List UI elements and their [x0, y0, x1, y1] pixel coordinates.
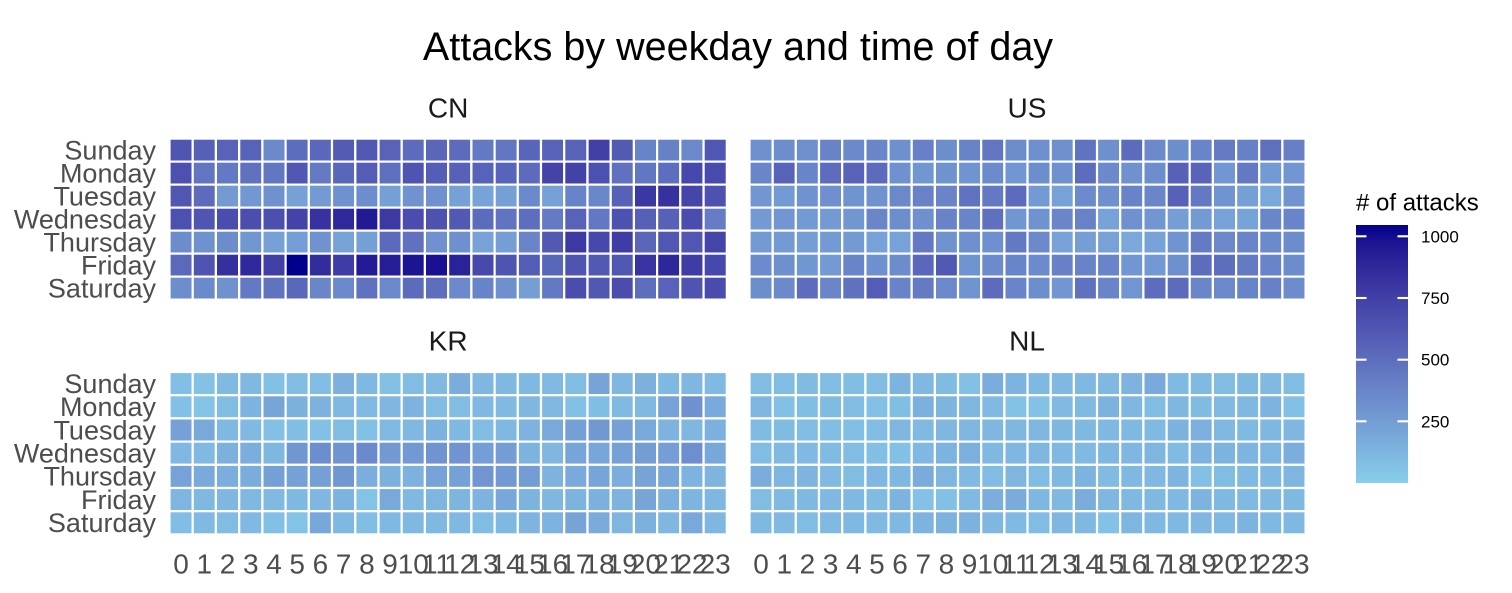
svg-text:11: 11 [422, 549, 451, 580]
svg-text:9: 9 [382, 549, 398, 580]
svg-text:17: 17 [560, 549, 591, 580]
svg-text:Friday: Friday [81, 485, 157, 515]
svg-text:12: 12 [1024, 549, 1055, 580]
svg-text:23: 23 [1278, 549, 1309, 580]
svg-text:KR: KR [429, 326, 468, 357]
svg-text:10: 10 [398, 549, 429, 580]
svg-text:Monday: Monday [60, 392, 157, 422]
svg-text:20: 20 [1209, 549, 1240, 580]
svg-text:10: 10 [977, 549, 1008, 580]
svg-text:9: 9 [962, 549, 978, 580]
svg-text:5: 5 [869, 549, 885, 580]
svg-text:22: 22 [1255, 549, 1286, 580]
svg-text:21: 21 [1232, 549, 1263, 580]
svg-text:2: 2 [800, 549, 816, 580]
svg-text:22: 22 [676, 549, 707, 580]
svg-text:0: 0 [173, 549, 189, 580]
svg-text:5: 5 [289, 549, 305, 580]
svg-text:19: 19 [607, 549, 638, 580]
svg-text:16: 16 [537, 549, 568, 580]
svg-text:23: 23 [700, 549, 731, 580]
svg-text:250: 250 [1421, 412, 1449, 431]
svg-text:750: 750 [1421, 289, 1449, 308]
svg-text:1000: 1000 [1421, 227, 1459, 246]
svg-text:Monday: Monday [60, 158, 157, 188]
svg-text:16: 16 [1116, 549, 1147, 580]
svg-text:4: 4 [846, 549, 862, 580]
svg-text:2: 2 [220, 549, 236, 580]
svg-text:3: 3 [243, 549, 259, 580]
svg-text:NL: NL [1009, 326, 1045, 357]
svg-text:500: 500 [1421, 351, 1449, 370]
svg-text:Wednesday: Wednesday [14, 439, 157, 469]
svg-text:Thursday: Thursday [43, 227, 156, 257]
svg-text:0: 0 [753, 549, 769, 580]
svg-text:Tuesday: Tuesday [53, 415, 156, 445]
svg-text:13: 13 [1047, 549, 1078, 580]
svg-text:Friday: Friday [81, 250, 157, 280]
svg-text:15: 15 [514, 549, 545, 580]
svg-text:21: 21 [653, 549, 684, 580]
svg-text:6: 6 [313, 549, 329, 580]
svg-text:8: 8 [939, 549, 955, 580]
svg-text:# of attacks: # of attacks [1356, 190, 1479, 217]
svg-text:Saturday: Saturday [48, 273, 157, 303]
svg-text:Attacks by weekday and time of: Attacks by weekday and time of day [423, 25, 1053, 69]
svg-text:Thursday: Thursday [43, 462, 156, 492]
svg-text:7: 7 [336, 549, 352, 580]
svg-text:12: 12 [444, 549, 475, 580]
svg-text:Sunday: Sunday [64, 135, 156, 165]
svg-text:1: 1 [197, 549, 213, 580]
svg-text:3: 3 [823, 549, 839, 580]
svg-text:8: 8 [359, 549, 375, 580]
svg-text:4: 4 [266, 549, 282, 580]
svg-text:7: 7 [916, 549, 932, 580]
svg-text:Saturday: Saturday [48, 508, 157, 538]
svg-text:6: 6 [892, 549, 908, 580]
svg-text:CN: CN [428, 93, 468, 124]
svg-text:11: 11 [1001, 549, 1030, 580]
svg-text:18: 18 [584, 549, 615, 580]
svg-text:20: 20 [630, 549, 661, 580]
svg-text:Wednesday: Wednesday [14, 204, 157, 234]
svg-text:Tuesday: Tuesday [53, 181, 156, 211]
svg-text:14: 14 [491, 549, 522, 580]
svg-text:13: 13 [467, 549, 498, 580]
svg-text:Sunday: Sunday [64, 369, 156, 399]
svg-text:14: 14 [1070, 549, 1101, 580]
svg-text:18: 18 [1163, 549, 1194, 580]
svg-text:19: 19 [1186, 549, 1217, 580]
svg-text:US: US [1008, 93, 1047, 124]
svg-text:1: 1 [777, 549, 793, 580]
svg-text:15: 15 [1093, 549, 1124, 580]
svg-text:17: 17 [1139, 549, 1170, 580]
